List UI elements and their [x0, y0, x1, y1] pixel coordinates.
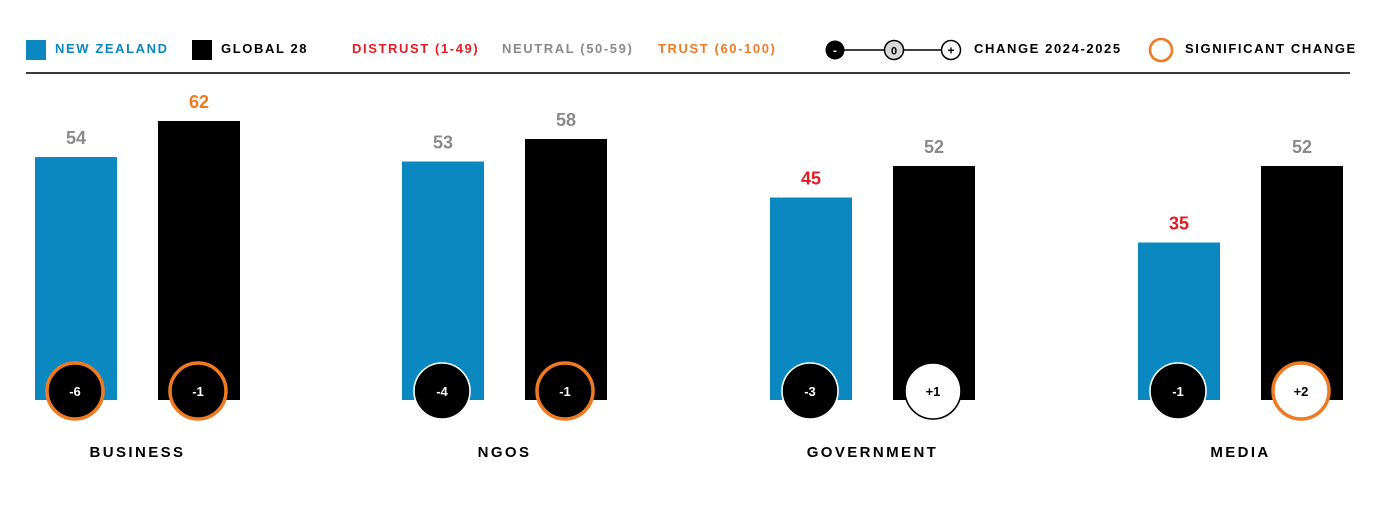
legend-label-significant: SIGNIFICANT CHANGE: [1185, 41, 1357, 56]
change-label-business-global: -1: [192, 384, 204, 399]
change-badge-media-new-zealand: [1149, 362, 1207, 420]
legend-swatch-new-zealand: [26, 40, 46, 60]
change-label-ngos-global: -1: [559, 384, 571, 399]
change-label-business-new-zealand: -6: [69, 384, 81, 399]
change-zero-circle: [883, 39, 905, 61]
change-badge-media-global: [1271, 361, 1331, 421]
change-label-government-global: +1: [926, 384, 941, 399]
change-label-ngos-new-zealand: -4: [436, 384, 448, 399]
value-label-ngos-global: 58: [556, 110, 576, 130]
change-plus-symbol: +: [947, 44, 954, 58]
change-badge-business-global: [168, 361, 228, 421]
category-label-government: GOVERNMENT: [807, 444, 939, 461]
change-scale-icon: - 0 +: [825, 39, 962, 61]
bar-business-new-zealand: [35, 157, 117, 400]
legend: NEW ZEALAND GLOBAL 28 DISTRUST (1-49) NE…: [0, 0, 1387, 80]
change-label-media-global: +2: [1294, 384, 1309, 399]
legend-divider: [26, 72, 1350, 74]
change-label-government-new-zealand: -3: [804, 384, 816, 399]
category-label-ngos: NGOS: [478, 444, 532, 461]
change-minus-circle: [825, 40, 845, 60]
bar-business-global: [158, 121, 240, 400]
category-label-business: BUSINESS: [90, 444, 186, 461]
value-label-media-new-zealand: 35: [1169, 214, 1189, 234]
change-badge-business-new-zealand: [45, 361, 105, 421]
legend-label-global: GLOBAL 28: [221, 41, 309, 56]
bar-media-global: [1261, 166, 1343, 400]
value-label-ngos-new-zealand: 53: [433, 133, 453, 153]
legend-label-trust: TRUST (60-100): [658, 41, 777, 56]
change-zero-symbol: 0: [891, 46, 897, 58]
change-badge-government-new-zealand: [781, 362, 839, 420]
legend-label-distrust: DISTRUST (1-49): [352, 41, 480, 56]
bar-ngos-new-zealand: [402, 161, 484, 400]
change-plus-circle: [940, 39, 962, 61]
bar-ngos-global: [525, 139, 607, 400]
change-minus-symbol: -: [833, 44, 837, 58]
legend-label-neutral: NEUTRAL (50-59): [502, 41, 634, 56]
change-badge-government-global: [904, 362, 962, 420]
bar-government-global: [893, 166, 975, 400]
value-label-government-new-zealand: 45: [801, 169, 821, 189]
value-label-government-global: 52: [924, 137, 944, 157]
legend-label-change: CHANGE 2024-2025: [974, 41, 1122, 56]
change-badge-ngos-global: [535, 361, 595, 421]
category-label-media: MEDIA: [1210, 444, 1270, 461]
legend-swatch-global: [192, 40, 212, 60]
value-label-business-global: 62: [189, 92, 209, 112]
legend-label-new-zealand: NEW ZEALAND: [55, 41, 169, 56]
value-label-business-new-zealand: 54: [66, 128, 86, 148]
change-label-media-new-zealand: -1: [1172, 384, 1184, 399]
significant-ring-icon: [1148, 37, 1174, 63]
change-badge-ngos-new-zealand: [413, 362, 471, 420]
value-label-media-global: 52: [1292, 137, 1312, 157]
